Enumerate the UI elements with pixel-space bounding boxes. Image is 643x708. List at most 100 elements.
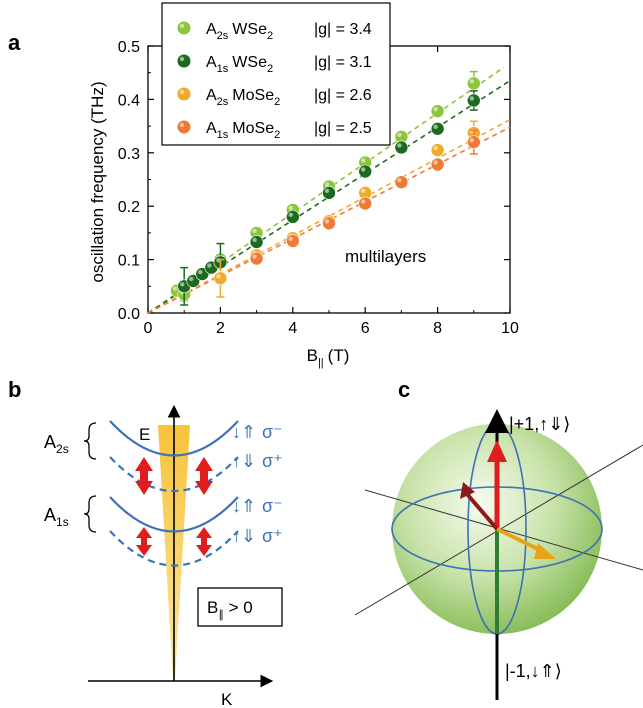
x-tick-label: 2 [216, 320, 225, 337]
energy-label: E [139, 425, 150, 444]
x-tick-label: 10 [501, 320, 519, 337]
sigma-plus-1: σ⁺ [262, 451, 283, 471]
data-point-highlight [324, 188, 330, 194]
transition-arrow-a2s-left [135, 457, 153, 495]
legend-marker-highlight [179, 56, 185, 62]
state-top-label: |+1,↑⇓⟩ [509, 414, 570, 434]
bloch-sphere: |+1,↑⇓⟩ |-1,↓⇑⟩ [354, 409, 643, 700]
data-point-1 [322, 186, 336, 200]
data-point-highlight [288, 212, 293, 218]
legend-marker [177, 87, 191, 101]
data-point-highlight [361, 167, 366, 172]
data-point-highlight [288, 236, 293, 242]
y-axis-label: oscillation frequency (THz) [88, 81, 107, 282]
data-point-1 [249, 235, 264, 249]
legend-marker-highlight [179, 23, 185, 29]
legend-label: A2s WSe2 |g| = 3.4 [206, 21, 372, 42]
data-point-1 [430, 121, 445, 136]
data-point-highlight [361, 158, 366, 163]
y-tick-label: 0.1 [118, 253, 140, 270]
sigma-plus-2: σ⁺ [262, 526, 283, 546]
data-point-3 [394, 175, 409, 189]
data-point-highlight [252, 254, 257, 259]
x-tick-label: 4 [288, 320, 297, 337]
data-point-highlight [397, 177, 402, 183]
panel-b-label: b [8, 377, 21, 402]
band-a1s-upper [109, 496, 239, 533]
band-a1s-lower [109, 530, 239, 567]
data-point-highlight [180, 282, 185, 287]
sigma-minus-2: σ⁻ [262, 496, 283, 516]
band-a2s-upper [109, 420, 239, 457]
data-point-highlight [361, 188, 366, 194]
data-point-highlight [198, 269, 203, 275]
data-point-highlight [433, 124, 438, 129]
vector-up-head [487, 440, 507, 462]
spin-state-2: ↑⇓ [232, 451, 256, 471]
data-point-3 [322, 216, 336, 231]
band-a2s-lower [109, 456, 239, 492]
y-tick-label: 0.3 [118, 146, 140, 163]
annotation-multilayers: multilayers [345, 247, 426, 266]
data-point-highlight [172, 286, 178, 291]
data-point-3 [430, 157, 445, 172]
data-point-highlight [252, 237, 257, 243]
brace-a2s [83, 422, 97, 460]
legend-label: A2s MoSe2 |g| = 2.6 [206, 87, 372, 108]
data-point-2 [430, 143, 445, 157]
data-point-highlight [324, 219, 330, 224]
y-tick-label: 0.2 [118, 199, 140, 216]
panel-c-label: c [398, 377, 410, 402]
transition-arrow-a2s-right [195, 457, 213, 495]
field-box [197, 587, 283, 627]
vector-side [496, 527, 543, 553]
data-point-highlight [324, 182, 330, 187]
legend: A2s WSe2 |g| = 3.4 A1s WSe2 |g| = 3.1 A2s MoSe2… [161, 2, 391, 146]
data-point-highlight [207, 263, 212, 268]
legend-marker [177, 120, 191, 134]
data-point-1 [466, 93, 481, 108]
data-point-highlight [288, 205, 293, 211]
data-point-1 [358, 164, 373, 179]
data-point-highlight [433, 106, 438, 112]
data-point-3 [466, 135, 481, 149]
vector-side-head [534, 543, 556, 559]
label-a1s: A1s [44, 505, 69, 529]
brace-a1s [83, 495, 97, 533]
horizontal-axis [364, 489, 643, 571]
k-label: K [221, 690, 233, 708]
field-label: B∥ > 0 [207, 598, 253, 621]
frequency-chart: 0 2 4 6 8 10 0.0 0.1 0.2 0.3 0.4 0.5 multilayers os… [88, 2, 519, 369]
data-point-highlight [361, 199, 366, 204]
transition-arrows [135, 457, 213, 556]
legend-marker-highlight [179, 89, 185, 95]
data-point-highlight [397, 143, 402, 148]
legend-box [161, 2, 391, 146]
fit-line-3 [147, 126, 511, 314]
legend-marker [177, 21, 191, 35]
x-tick-label: 8 [433, 320, 442, 337]
data-point-3 [285, 234, 300, 248]
x-axis-label: B|| (T) [307, 346, 350, 369]
state-bottom-label: |-1,↓⇑⟩ [505, 661, 562, 681]
y-tick-label: 0.5 [118, 39, 140, 56]
y-tick-label: 0.0 [118, 306, 140, 323]
data-point-0 [430, 104, 445, 118]
legend-marker-highlight [179, 122, 185, 128]
data-point-1 [394, 140, 409, 155]
x-tick-label: 6 [361, 320, 370, 337]
spin-state-1: ↓⇑ [232, 422, 256, 442]
spin-state-4: ↑⇓ [232, 526, 256, 546]
data-point-2 [213, 271, 228, 286]
data-point-highlight [469, 137, 474, 143]
data-point-3 [358, 196, 373, 211]
vector-tilt-head [460, 482, 475, 499]
data-point-highlight [433, 160, 438, 165]
data-point-highlight [216, 274, 221, 279]
x-tick-label: 0 [144, 320, 153, 337]
sigma-minus-1: σ⁻ [262, 422, 283, 442]
data-point-highlight [433, 145, 438, 151]
data-point-highlight [469, 96, 474, 101]
panel-a-label: a [8, 30, 21, 55]
